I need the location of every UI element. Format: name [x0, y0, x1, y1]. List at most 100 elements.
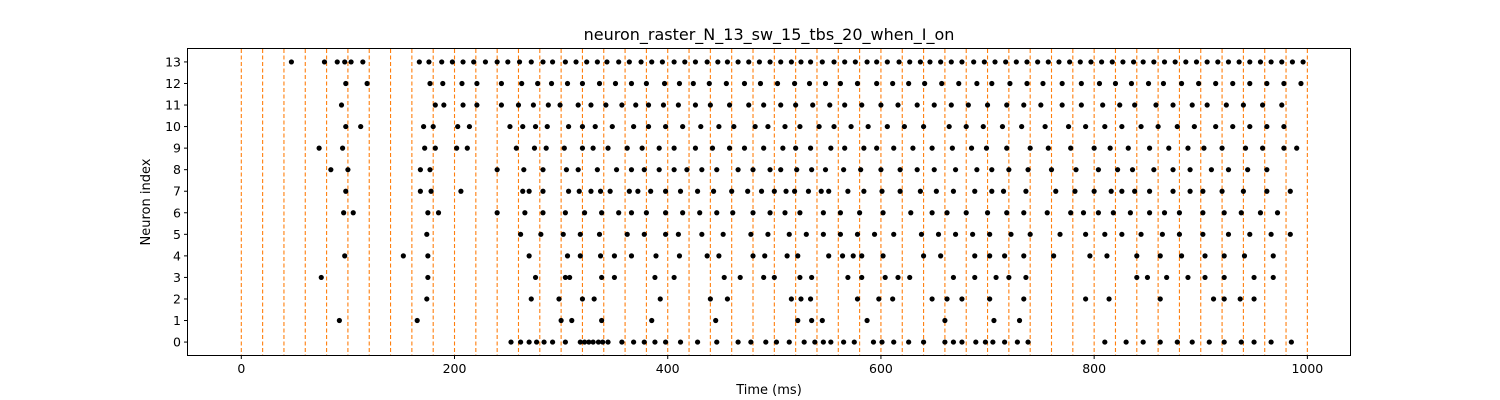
spike-marker [929, 210, 935, 216]
spike-marker [1279, 102, 1285, 108]
spike-marker [1213, 123, 1219, 130]
x-tick-label: 400 [656, 361, 680, 376]
spike-marker [861, 145, 867, 151]
x-axis-ticks: 0 200 400 600 800 1000 [237, 355, 1323, 376]
spike-marker [565, 123, 572, 130]
spike-marker [1067, 59, 1073, 65]
spike-marker [494, 210, 500, 216]
spike-marker [328, 167, 334, 173]
spike-marker [675, 102, 681, 108]
spike-marker [458, 188, 464, 194]
spike-marker [424, 231, 430, 237]
spike-marker [906, 80, 912, 87]
spike-marker [556, 296, 562, 302]
spike-marker [584, 59, 590, 65]
spike-marker [507, 123, 513, 130]
spike-marker [538, 231, 544, 237]
spike-marker [706, 80, 712, 87]
spike-marker [842, 59, 848, 65]
spike-marker [675, 231, 681, 237]
spike-marker [600, 339, 606, 345]
spike-marker [805, 188, 812, 194]
spike-marker [671, 145, 677, 151]
spike-marker [567, 274, 573, 281]
spike-marker [544, 123, 550, 130]
spike-marker [1051, 253, 1057, 259]
spike-marker [441, 102, 447, 108]
spike-marker [841, 167, 847, 173]
spike-marker [425, 210, 431, 216]
spike-marker [588, 102, 594, 108]
spike-marker [914, 102, 920, 108]
spike-marker [1161, 210, 1168, 216]
spike-marker [594, 59, 600, 65]
spike-marker [343, 123, 349, 130]
spike-marker [1221, 210, 1227, 216]
spike-marker [1288, 339, 1294, 345]
spike-marker [897, 188, 903, 194]
spike-marker [562, 210, 568, 216]
spike-marker [980, 123, 986, 130]
spike-marker [1134, 253, 1140, 259]
spike-marker [1104, 253, 1110, 259]
spike-marker [1187, 167, 1193, 173]
x-tick-label: 200 [443, 361, 467, 376]
spike-marker [707, 102, 713, 108]
spike-marker [1170, 188, 1176, 194]
spike-marker [694, 339, 701, 345]
spike-marker [425, 253, 431, 259]
spike-marker [809, 317, 815, 324]
spike-marker [970, 231, 976, 237]
spike-marker [938, 59, 944, 65]
spike-marker [1247, 59, 1253, 65]
spike-marker [528, 296, 534, 302]
spike-marker [1225, 167, 1232, 173]
spike-marker [1157, 339, 1163, 345]
spike-marker [710, 188, 717, 194]
spike-marker [895, 274, 901, 281]
spike-marker [987, 231, 993, 237]
spike-marker [771, 274, 777, 281]
spike-marker [1059, 80, 1065, 87]
spike-marker [989, 80, 995, 87]
spike-marker [1003, 59, 1009, 65]
spike-marker [839, 253, 846, 259]
spike-marker [713, 317, 719, 324]
spike-marker [1099, 59, 1105, 65]
spike-marker [400, 253, 406, 259]
spike-marker [318, 274, 324, 281]
spike-marker [767, 59, 773, 65]
spike-marker [522, 210, 528, 216]
spike-marker [896, 59, 902, 65]
spike-marker [541, 339, 547, 345]
spike-marker [1013, 59, 1019, 65]
spike-marker [631, 123, 637, 130]
spike-marker [1274, 210, 1281, 216]
spike-marker [645, 123, 652, 130]
spike-marker [540, 210, 546, 216]
spike-marker [498, 102, 505, 108]
spike-marker [428, 188, 434, 194]
spike-marker [798, 59, 804, 65]
spike-marker [588, 188, 594, 194]
spike-marker [590, 339, 596, 345]
spike-marker [884, 59, 890, 65]
spike-marker [938, 253, 944, 259]
spike-marker [748, 339, 754, 345]
spike-marker [641, 231, 647, 237]
spike-marker [1078, 102, 1084, 108]
spike-marker [859, 274, 865, 281]
spike-marker [562, 274, 568, 281]
spike-marker [1251, 274, 1257, 281]
spike-marker [1000, 188, 1007, 194]
spike-marker [974, 80, 980, 87]
spike-marker [1281, 123, 1287, 130]
spike-marker [595, 339, 602, 345]
spike-marker [343, 80, 349, 87]
spike-marker [778, 59, 784, 65]
spike-marker [639, 145, 645, 151]
spike-marker [1045, 145, 1051, 151]
spike-marker [984, 102, 991, 108]
spike-marker [1279, 59, 1285, 65]
